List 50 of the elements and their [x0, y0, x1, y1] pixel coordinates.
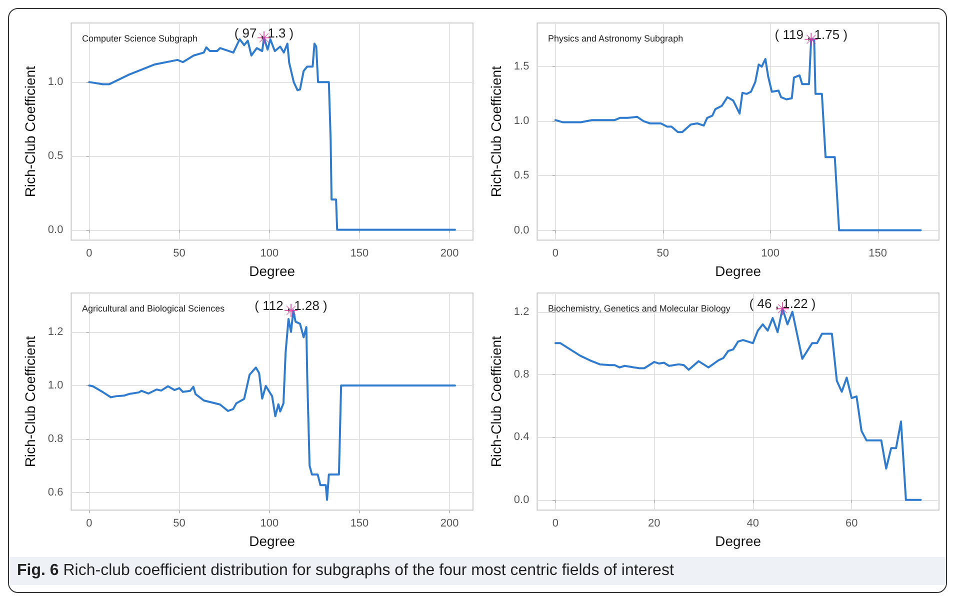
y-tick-label: 0.4: [514, 431, 530, 444]
x-tick-label: 0: [86, 248, 92, 260]
annotation: ( 97 , 1.3 ): [234, 25, 294, 40]
x-axis-title: Degree: [715, 263, 762, 279]
y-tick-label: 1.0: [48, 379, 64, 392]
text: Physics and Astronomy Subgraph: [548, 34, 684, 44]
annotation: ( 46 , 1.22 ): [749, 296, 816, 312]
x-axis-title: Degree: [249, 533, 296, 549]
y-tick-label: 1.2: [514, 306, 530, 318]
x-tick-label: 150: [350, 518, 369, 530]
x-tick-label: 0: [552, 248, 559, 260]
x-tick-label: 0: [86, 518, 92, 530]
annotation: ( 112 , 1.28 ): [254, 298, 328, 313]
y-tick-label: 0.5: [514, 170, 530, 182]
text: Computer Science Subgraph: [82, 34, 198, 44]
y-tick-label: 0.5: [48, 150, 64, 162]
x-axis-title: Degree: [249, 263, 296, 279]
y-tick-label: 0.0: [514, 494, 530, 506]
x-tick-label: 200: [440, 518, 459, 530]
y-tick-label: 1.2: [48, 326, 64, 338]
y-tick-label: 0.6: [48, 486, 64, 499]
y-tick-label: 1.5: [514, 60, 530, 73]
y-tick-label: 0.8: [48, 433, 64, 446]
x-tick-label: 0: [552, 518, 559, 530]
x-tick-label: 50: [173, 248, 186, 260]
annotation: ( 119 , 1.75 ): [774, 26, 848, 42]
y-tick-label: 0.0: [48, 224, 64, 236]
y-axis-title: Rich-Club Coefficient: [22, 66, 38, 198]
x-tick-label: 100: [260, 248, 279, 260]
x-tick-label: 50: [656, 248, 670, 260]
x-tick-label: 20: [648, 518, 660, 530]
x-tick-label: 50: [173, 518, 186, 530]
y-tick-label: 0.8: [514, 368, 530, 381]
y-axis-title: Rich-Club Coefficient: [488, 66, 504, 198]
x-tick-label: 200: [440, 248, 459, 260]
x-tick-label: 150: [868, 248, 887, 260]
y-axis-title: Rich-Club Coefficient: [22, 336, 38, 468]
y-tick-label: 1.0: [514, 115, 530, 128]
x-tick-label: 100: [761, 248, 780, 260]
x-tick-label: 40: [746, 518, 760, 530]
y-tick-label: 1.0: [48, 76, 64, 88]
y-axis-title: Rich-Club Coefficient: [488, 336, 504, 468]
text: Biochemistry, Genetics and Molecular Biology: [548, 304, 731, 314]
x-tick-label: 150: [350, 248, 369, 260]
y-tick-label: 0.0: [514, 224, 530, 236]
text: Agricultural and Biological Sciences: [82, 304, 226, 314]
x-axis-title: Degree: [715, 533, 762, 549]
caption: Fig. 6 Rich-club coefficient distribution for subgraphs of the four most centric fields of interest: [9, 557, 946, 585]
x-tick-label: 100: [260, 518, 279, 530]
x-tick-label: 60: [846, 518, 858, 530]
